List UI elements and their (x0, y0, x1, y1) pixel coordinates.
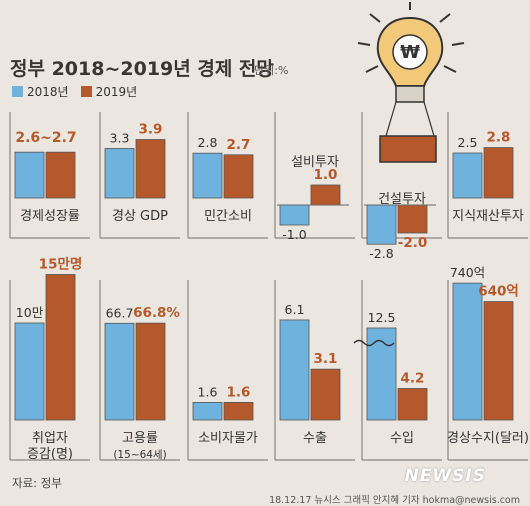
panel-frame (187, 280, 268, 461)
data-label-2019: 2.8 (487, 130, 511, 146)
axis-break-icon (353, 339, 395, 347)
category-label: 건설투자 (378, 192, 426, 207)
bulb-ray (443, 65, 457, 73)
category-label: 수출 (303, 431, 327, 446)
bar-2019 (310, 368, 341, 421)
won-symbol: ₩ (400, 42, 420, 63)
panel-frame (99, 280, 180, 461)
panel-frame (361, 280, 442, 461)
category-label: 취업자 (32, 431, 68, 446)
bar-2018 (279, 319, 310, 421)
data-label-2019: 4.2 (401, 371, 425, 387)
data-label-2019: 1.0 (314, 167, 338, 183)
legend-swatch-2018 (12, 86, 23, 97)
bar-2019 (483, 301, 514, 421)
panel-frame (447, 112, 528, 239)
data-label-2018: 2.5 (458, 135, 478, 150)
unit-label: 단위:% (254, 64, 289, 77)
credit-line: 18.12.17 뉴시스 그래픽 안지혜 기자 hokma@newsis.com (269, 495, 520, 506)
panel-frame (274, 112, 355, 239)
data-label-2018: 3.3 (110, 131, 130, 146)
data-label-2018: 10만 (16, 305, 44, 320)
basket (379, 135, 437, 163)
category-label: 민간소비 (204, 209, 252, 224)
bulb-ray (451, 42, 465, 46)
bar-2018 (104, 148, 135, 199)
legend-label-2018: 2018년 (27, 85, 69, 99)
category-label: 수입 (390, 431, 414, 446)
category-label: 소비자물가 (198, 431, 258, 446)
bar-2019 (483, 147, 514, 199)
data-label-2019: 1.6 (227, 384, 251, 400)
newsis-logo: NEWSIS (404, 466, 486, 486)
legend-label-2019: 2019년 (95, 85, 138, 99)
category-label: 증감(명) (27, 447, 73, 462)
bulb-base (395, 85, 425, 103)
bar-2018 (452, 282, 483, 421)
panel-frame (274, 280, 355, 461)
bar-2019 (45, 274, 76, 421)
data-label-2018: 1.6 (198, 384, 218, 399)
bar-2019 (135, 322, 166, 421)
category-label: 경상수지(달러) (447, 431, 529, 446)
bar-2018 (192, 152, 223, 199)
panel-frame (99, 112, 180, 239)
data-label-2019: 66.8% (133, 305, 180, 321)
data-label-2019: -2.0 (398, 235, 428, 251)
rope (385, 101, 397, 137)
panel-frame (9, 112, 90, 239)
bar-2018 (104, 322, 135, 421)
panel-frame (187, 112, 268, 239)
bulb-ray (357, 42, 371, 46)
won-coin (392, 34, 428, 70)
category-label: 설비투자 (291, 155, 339, 170)
data-label-2019: 3.9 (139, 122, 163, 138)
panel-frame (447, 280, 528, 461)
legend: 2018년 2019년 (12, 83, 137, 100)
data-label-2019: 15만명 (39, 256, 83, 273)
category-label: 고용률 (122, 431, 158, 446)
bar-2019 (310, 184, 341, 206)
lightbulb-hot-air-balloon-icon: ₩ (357, 2, 465, 163)
data-label-2019: 2.7 (227, 137, 251, 153)
data-label-range: 2.6~2.7 (15, 130, 76, 146)
bulb-ray (369, 13, 381, 23)
bar-2018 (366, 327, 397, 421)
category-label: 경제성장률 (20, 209, 80, 224)
data-label-2018: -2.8 (369, 246, 393, 261)
data-label-2019: 3.1 (314, 351, 338, 367)
category-label: 지식재산투자 (452, 209, 524, 224)
source-note: 자료: 정부 (12, 476, 62, 490)
bar-2019 (45, 151, 76, 199)
page-title: 정부 2018~2019년 경제 전망 (10, 58, 274, 80)
data-label-2019: 640억 (478, 284, 519, 300)
bar-2019 (223, 154, 254, 199)
panel-frame (9, 280, 90, 461)
bar-2019 (397, 204, 428, 234)
data-label-2018: 12.5 (368, 310, 396, 325)
bar-2018 (452, 152, 483, 199)
legend-swatch-2019 (80, 86, 92, 97)
data-label-2018: 2.8 (198, 135, 218, 150)
data-label-2018: 6.1 (285, 302, 305, 317)
bar-2018 (279, 204, 310, 226)
bar-2019 (397, 388, 428, 421)
category-label: 경상 GDP (112, 209, 168, 224)
bulb-ray (365, 65, 379, 73)
data-label-2018: -1.0 (282, 227, 306, 242)
bar-2019 (135, 139, 166, 199)
data-label-2018: 740억 (450, 265, 485, 280)
category-label: (15~64세) (113, 449, 166, 461)
bulb-ray (439, 13, 451, 23)
bar-2018 (14, 322, 45, 421)
bar-2018 (192, 401, 223, 421)
rope (423, 101, 435, 137)
data-label-2018: 66.7 (106, 305, 134, 320)
bar-2019 (223, 401, 254, 421)
bar-2018 (14, 151, 45, 199)
bar-2018 (366, 204, 397, 245)
